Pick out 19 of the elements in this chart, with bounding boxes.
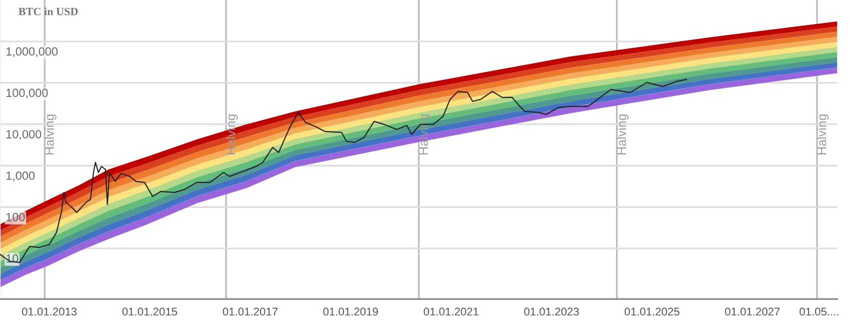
ref-line-label: Halving (226, 114, 238, 154)
x-tick-label: 01.01.2023 (524, 308, 579, 316)
ref-line-label: Halving (616, 114, 628, 154)
text: BTC in USD (18, 7, 78, 16)
ref-line-label: Halving (817, 114, 829, 154)
ref-line-label: Halving (418, 114, 430, 154)
ref-line-label: Halving (44, 114, 56, 154)
x-tick-label: 01.01.2021 (424, 308, 478, 316)
y-tick-label: 10,000 (6, 130, 42, 140)
y-tick-label: 1,000,000 (6, 47, 58, 58)
x-tick-label: 01.01.2013 (22, 308, 77, 316)
x-tick-label: 01.01.2025 (624, 308, 680, 316)
x-tick-label: 01.05.... (800, 308, 838, 316)
x-tick-label: 01.01.2017 (222, 308, 278, 316)
x-tick-label: 01.01.2019 (323, 308, 378, 316)
y-tick-label: 100,000 (6, 88, 48, 98)
x-tick-label: 01.01.2027 (725, 308, 780, 316)
x-tick-label: 01.01.2015 (122, 308, 178, 316)
y-tick-label: 1,000 (6, 171, 35, 182)
